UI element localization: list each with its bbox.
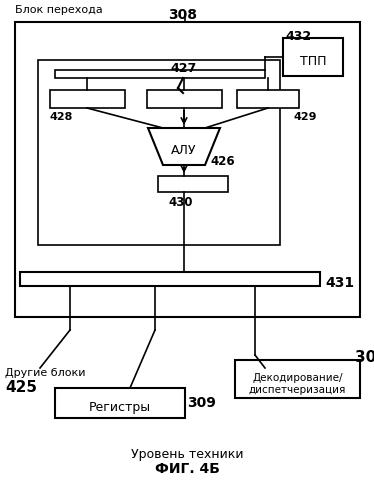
Text: Другие блоки: Другие блоки (5, 368, 86, 378)
Bar (50, 90, 125, 108)
Bar (147, 90, 222, 108)
Text: Декодирование/
диспетчеризация: Декодирование/ диспетчеризация (249, 373, 346, 395)
Text: 306: 306 (355, 350, 374, 365)
Bar (158, 176, 228, 192)
Text: 429: 429 (294, 112, 318, 122)
Polygon shape (148, 128, 220, 165)
Text: 427: 427 (170, 62, 196, 75)
Bar (237, 90, 299, 108)
Text: 426: 426 (210, 155, 234, 168)
Bar (283, 38, 343, 76)
Text: ФИГ. 4Б: ФИГ. 4Б (154, 462, 220, 476)
Text: Уровень техники: Уровень техники (131, 448, 243, 461)
Text: 309: 309 (187, 396, 216, 410)
Text: ТПП: ТПП (300, 54, 326, 67)
Bar (38, 60, 280, 245)
Text: 432: 432 (285, 30, 311, 43)
Text: Регистры: Регистры (89, 401, 151, 414)
Bar (235, 360, 360, 398)
Text: 425: 425 (5, 380, 37, 395)
Bar (20, 272, 320, 286)
Text: Блок перехода: Блок перехода (15, 5, 103, 15)
Text: 428: 428 (50, 112, 73, 122)
Bar (55, 388, 185, 418)
Bar (55, 70, 265, 78)
Bar (15, 22, 360, 317)
Text: 431: 431 (325, 276, 354, 290)
Text: АЛУ: АЛУ (171, 144, 197, 157)
Text: 430: 430 (168, 196, 193, 209)
Text: 308: 308 (168, 8, 197, 22)
